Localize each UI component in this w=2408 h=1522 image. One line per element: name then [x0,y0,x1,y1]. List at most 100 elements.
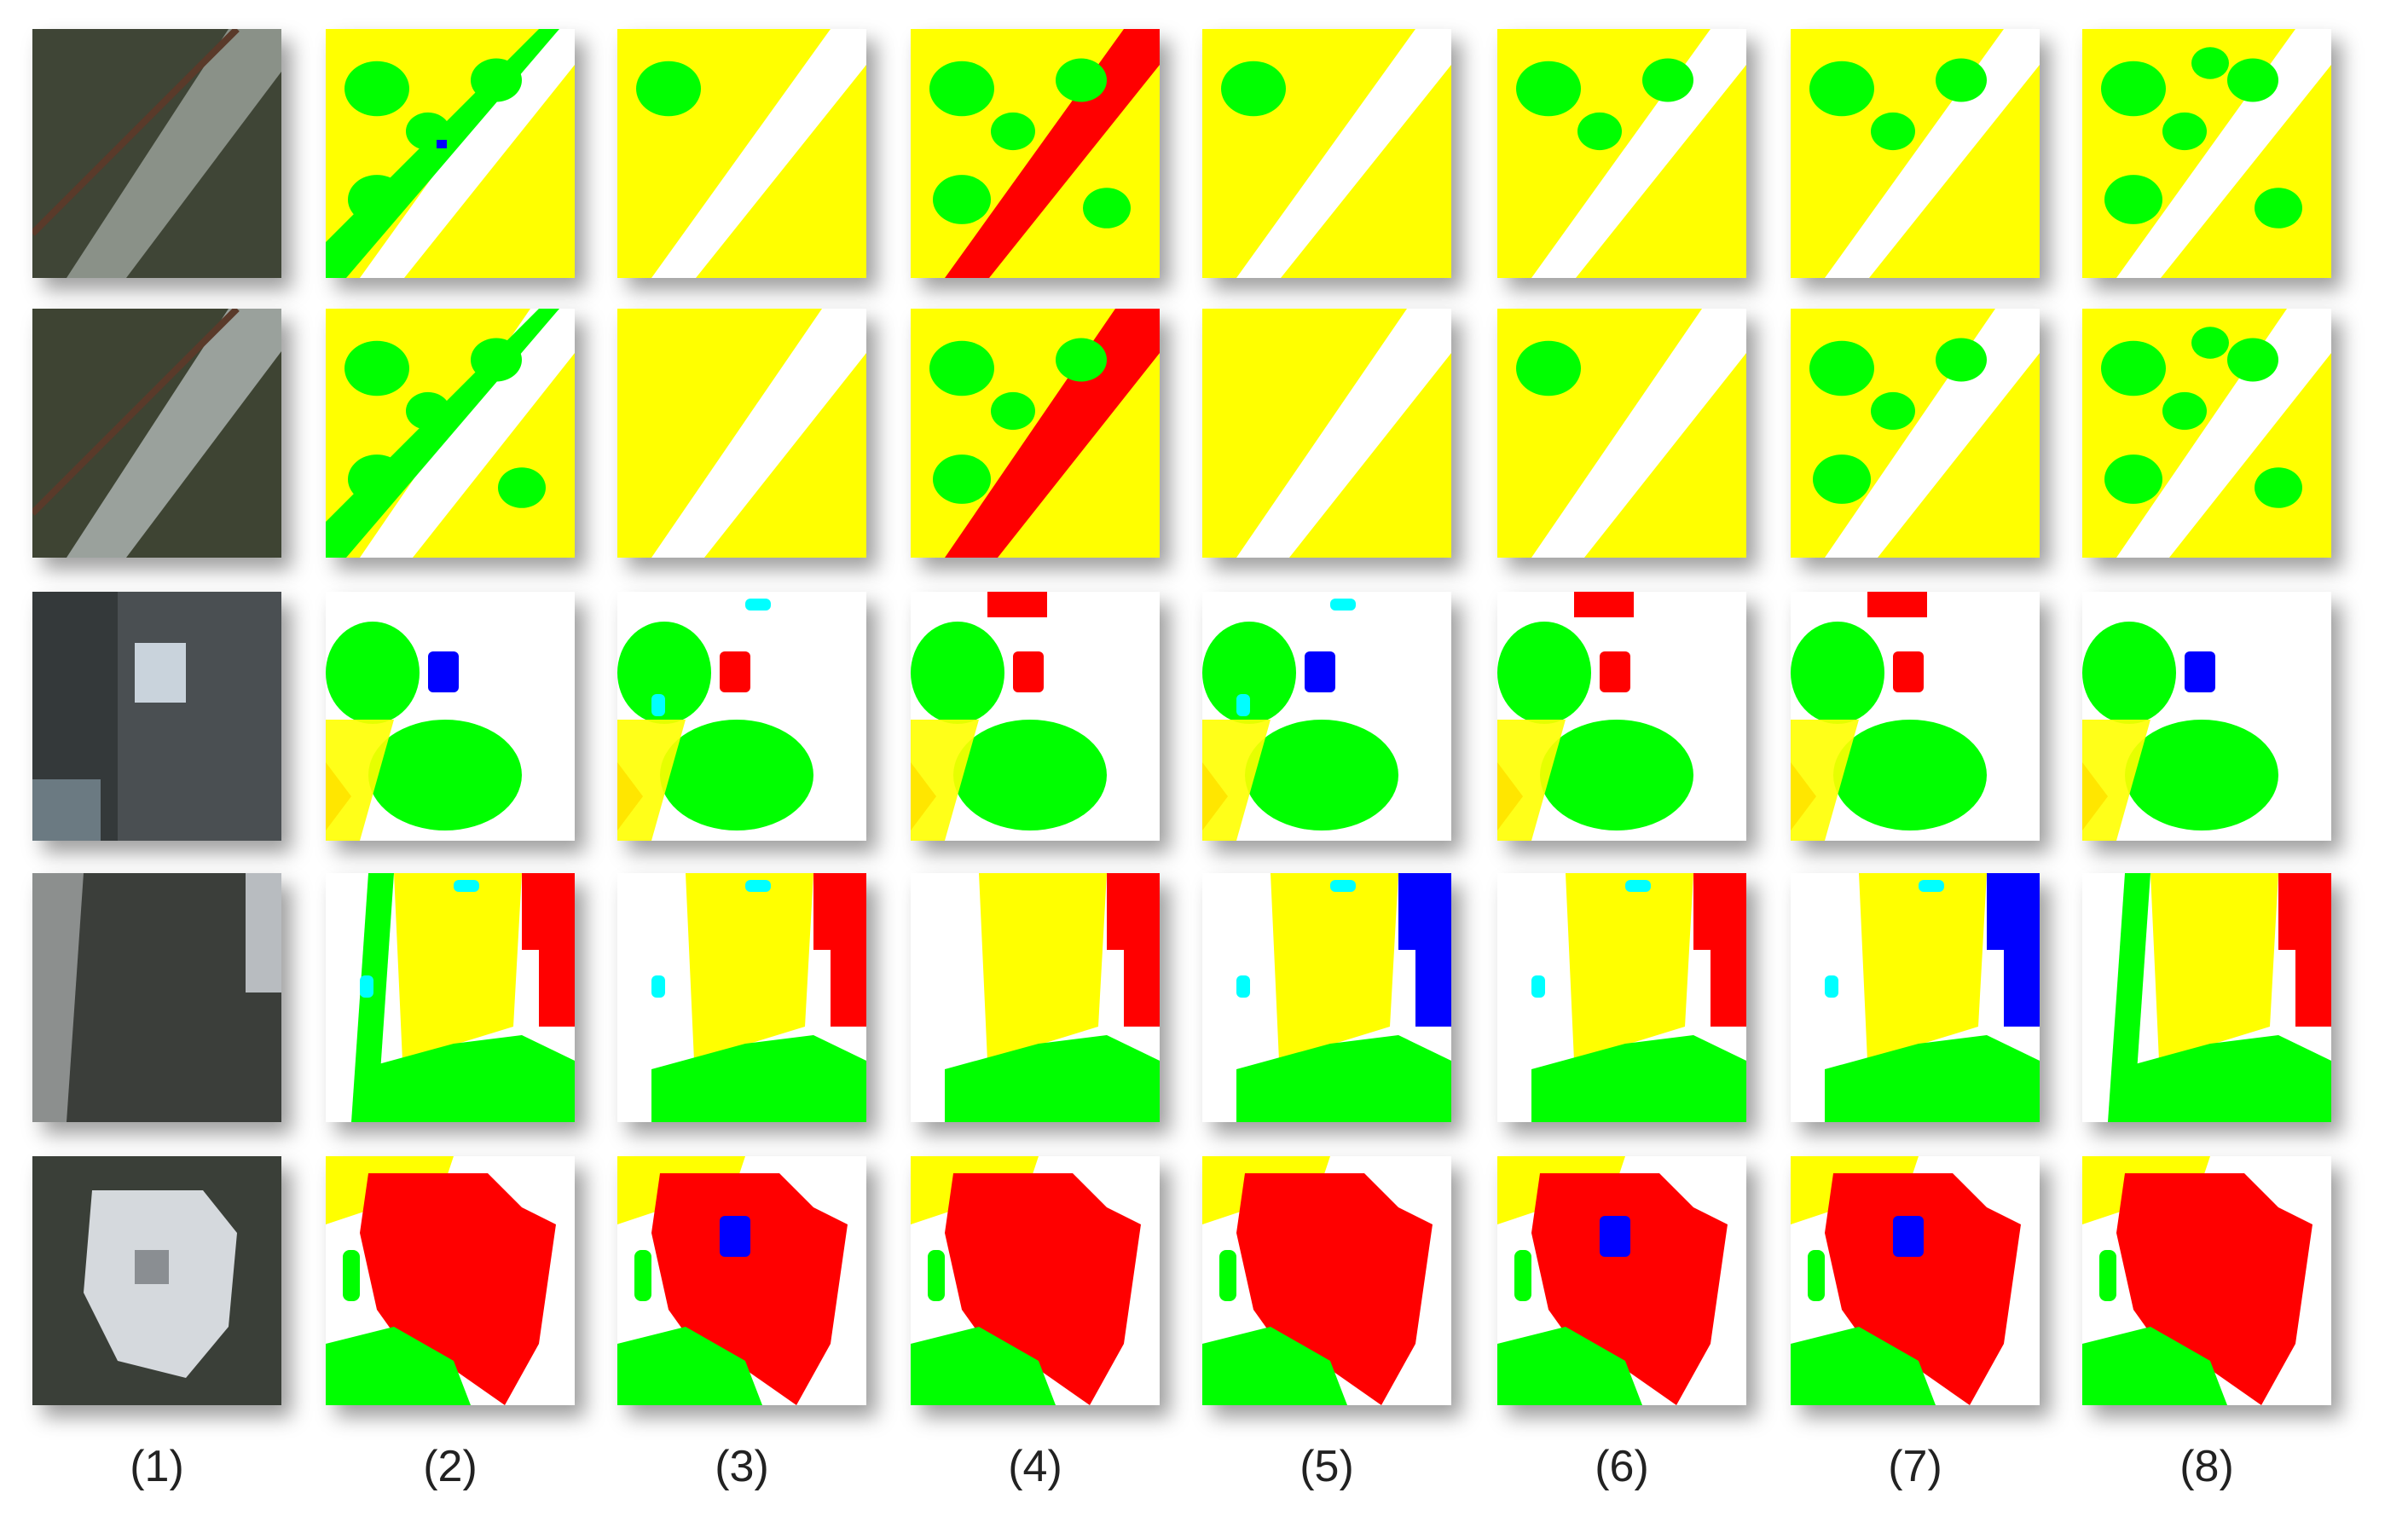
tree-blob [2162,391,2207,431]
tree-blob [929,61,994,117]
segmentation-svg [1202,592,1451,841]
segmentation-map [1497,873,1746,1122]
building-patch [522,873,575,1027]
tree-region [1202,1327,1347,1405]
road-band [1236,309,1451,558]
low-vegetation [1202,720,1271,841]
segmentation-svg [617,1156,866,1405]
tree-strip [1514,1250,1531,1301]
segmentation-svg [1202,309,1451,558]
tree-blob [660,720,813,830]
building-patch [1987,873,2040,1027]
segmentation-svg [2082,309,2331,558]
tree-blob [348,454,406,504]
car-patch [1600,651,1630,692]
segmentation-svg [2082,592,2331,841]
segmentation-map [617,309,866,558]
segmentation-svg [326,1156,575,1405]
tree-blob [1809,61,1874,117]
tree-blob [1497,622,1591,724]
tree-blob [2104,454,2162,504]
tree-region [911,1327,1056,1405]
tree-blob [929,340,994,396]
tree-blob [2191,327,2229,359]
tree-region [1791,1327,1936,1405]
low-vegetation [979,873,1107,1061]
segmentation-map [2082,592,2331,841]
car-patch [1305,651,1335,692]
car-patch [1893,1216,1924,1257]
tree-blob [406,391,450,431]
tree-strip [2108,873,2150,1122]
building-patch [1574,592,1634,617]
segmentation-map [617,1156,866,1405]
segmentation-svg [2082,29,2331,278]
building-patch [1867,592,1927,617]
segmentation-svg [1791,592,2040,841]
tree-region [1825,1035,2040,1122]
tree-blob [636,61,701,117]
segmentation-svg [1202,1156,1451,1405]
aerial-image-svg [32,873,281,1122]
segmentation-map [1202,1156,1451,1405]
low-vegetation [2082,720,2150,841]
tree-region [617,1327,762,1405]
car-patch [1893,651,1924,692]
segmentation-svg [1202,29,1451,278]
tree-strip [351,873,394,1122]
segmentation-map [911,873,1160,1122]
aerial-image [32,309,281,558]
aerial-pavement [118,592,281,841]
tree-blob [471,58,522,102]
segmentation-svg [1791,309,2040,558]
road-band [2116,309,2331,558]
segmentation-map [326,592,575,841]
car-patch [428,651,459,692]
low-vegetation [1497,720,1566,841]
segmentation-svg [911,309,1160,558]
building-patch [987,592,1047,617]
tree-blob [1871,391,1915,431]
clutter-patch [1531,975,1545,998]
segmentation-map [1497,29,1746,278]
building-patch [1107,873,1160,1027]
segmentation-svg [2082,1156,2331,1405]
aerial-fence [32,29,240,236]
tree-region [1531,1035,1746,1122]
aerial-image-svg [32,1156,281,1405]
clutter-patch [1330,880,1356,892]
tree-blob [991,391,1035,431]
aerial-image [32,873,281,1122]
aerial-fence [32,309,240,516]
segmentation-map [617,29,866,278]
column-label: (3) [715,1442,769,1491]
aerial-image [32,592,281,841]
low-vegetation [911,720,979,841]
segmentation-map [326,29,575,278]
low-vegetation [326,720,394,841]
segmentation-svg [2082,873,2331,1122]
tree-blob [498,467,546,508]
road-band [651,309,866,558]
segmentation-svg [617,873,866,1122]
segmentation-svg [1497,29,1746,278]
clutter-patch [1330,599,1356,611]
aerial-image-svg [32,29,281,278]
tree-blob [1056,338,1107,382]
aerial-objects [135,643,186,703]
tree-blob [2101,340,2166,396]
segmentation-map [2082,309,2331,558]
tree-strip [1808,1250,1825,1301]
tree-region [2082,1327,2227,1405]
tree-blob [344,340,409,396]
tree-blob [953,720,1107,830]
segmentation-map [911,29,1160,278]
segmentation-map [1202,873,1451,1122]
aerial-path [67,309,281,558]
tree-blob [1936,338,1987,382]
segmentation-map [326,873,575,1122]
segmentation-map [1497,309,1746,558]
column-label: (2) [423,1442,478,1491]
segmentation-map [1791,592,2040,841]
tree-blob [1936,58,1987,102]
